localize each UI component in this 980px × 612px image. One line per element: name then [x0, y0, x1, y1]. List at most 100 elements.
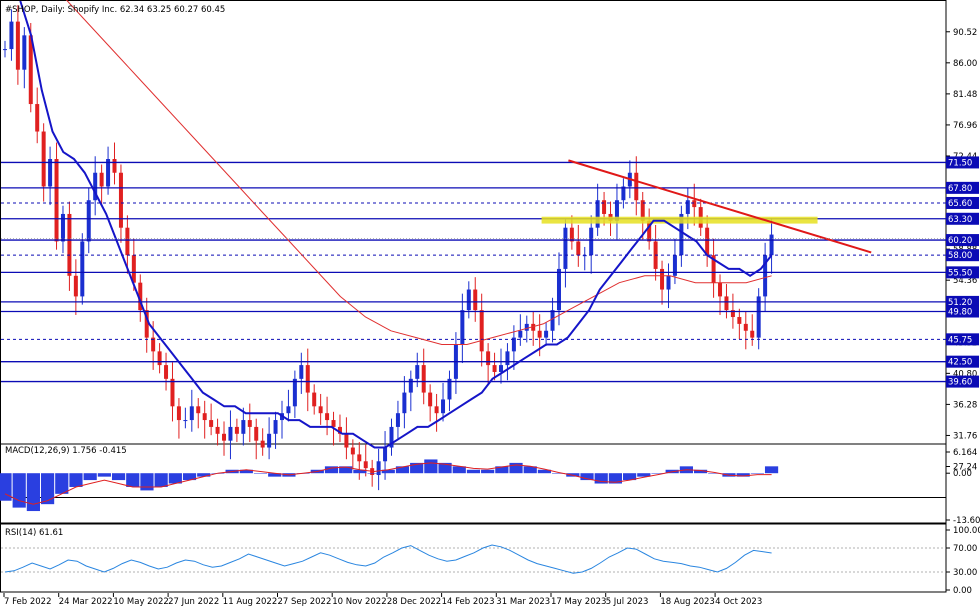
trendline — [568, 159, 872, 254]
candle-body — [241, 420, 246, 434]
rsi-axis-label: 100.00 — [953, 526, 980, 536]
macd-histogram-bar — [353, 469, 367, 474]
macd-histogram-bar — [623, 473, 637, 481]
candle-body — [151, 337, 156, 352]
candle-body — [273, 420, 278, 434]
candle-body — [305, 365, 310, 393]
macd-histogram-bar — [154, 473, 168, 487]
candle-body — [54, 159, 59, 242]
level-badge — [946, 196, 979, 209]
candle-body — [247, 420, 252, 427]
level-badge-label: 55.50 — [948, 268, 972, 278]
candle-body — [73, 275, 78, 297]
candle-body — [711, 255, 716, 283]
macd-histogram-bar — [452, 466, 466, 474]
candle-body — [660, 268, 665, 290]
candle-body — [144, 310, 149, 338]
macd-histogram-bar — [651, 473, 665, 474]
level-badge-label: 39.60 — [948, 378, 972, 388]
date-axis-label: 27 Sep 2022 — [278, 597, 332, 607]
candle-body — [189, 406, 194, 421]
candle-body — [685, 200, 690, 214]
macd-histogram-bar — [580, 473, 594, 481]
price-axis-label: 76.96 — [953, 121, 977, 131]
candle-body — [331, 420, 336, 427]
macd-histogram-bar — [438, 462, 452, 474]
candle-body — [589, 227, 594, 256]
macd-histogram-bar — [481, 469, 495, 474]
candle-body — [679, 213, 684, 256]
candle-body — [106, 159, 111, 187]
candle-body — [350, 447, 355, 455]
date-axis-label: 10 May 2022 — [113, 597, 168, 607]
date-axis-label: 5 Jul 2023 — [606, 597, 649, 607]
candle-body — [337, 426, 342, 434]
candle-body — [576, 241, 581, 256]
candle-body — [170, 378, 175, 407]
rsi-label: RSI(14) 61.61 — [5, 528, 63, 538]
candle-body — [718, 282, 723, 297]
date-axis-label: 10 Nov 2022 — [332, 597, 386, 607]
macd-histogram-bar — [239, 469, 253, 474]
macd-histogram-bar — [764, 466, 779, 474]
candle-body — [3, 49, 7, 51]
macd-axis-label: 0.00 — [953, 469, 972, 479]
date-axis-label: 14 Feb 2023 — [442, 597, 495, 607]
macd-histogram-bar — [736, 473, 750, 477]
macd-histogram-bar — [523, 466, 537, 474]
candle-body — [28, 35, 33, 105]
macd-histogram-bar — [594, 473, 608, 484]
candle-body — [524, 323, 529, 331]
candle-body — [408, 378, 413, 393]
rsi-line — [4, 544, 772, 574]
level-badge — [946, 181, 979, 194]
price-axis-label: 86.00 — [953, 59, 977, 69]
macd-histogram-bar — [97, 473, 111, 477]
date-axis-label: 17 May 2023 — [551, 597, 606, 607]
price-axis-label: 27.24 — [953, 462, 977, 472]
date-axis-label: 31 Mar 2023 — [496, 597, 550, 607]
macd-histogram-bar — [537, 469, 552, 474]
price-axis-label: 90.52 — [953, 28, 977, 38]
candle-body — [383, 447, 388, 462]
macd-histogram-bar — [324, 466, 339, 474]
candle-body — [286, 406, 291, 414]
macd-histogram-bar — [168, 473, 182, 484]
date-axis-label: 7 Feb 2022 — [4, 597, 52, 607]
candle-body — [473, 289, 478, 311]
candle-body — [395, 413, 400, 427]
candle-body — [621, 186, 626, 201]
macd-axis-label: 6.164 — [953, 448, 977, 458]
candle-body — [614, 200, 619, 221]
macd-histogram-bar — [750, 473, 764, 474]
candle-body — [415, 365, 420, 379]
candle-body — [157, 351, 162, 366]
candle-body — [267, 433, 272, 448]
candle-body — [86, 200, 91, 242]
macd-histogram-bar — [26, 473, 40, 512]
rsi-axis-label: 0.00 — [953, 586, 972, 596]
candle-body — [9, 21, 14, 50]
level-badge — [946, 234, 979, 247]
candle-body — [569, 227, 574, 242]
candle-body — [35, 104, 40, 132]
rsi-pane-frame — [0, 522, 947, 593]
candle-body — [447, 378, 452, 400]
macd-histogram-bar — [40, 473, 55, 505]
candle-body — [209, 420, 214, 427]
rsi-axis-label: 70.00 — [953, 544, 977, 554]
level-badge — [946, 249, 979, 262]
candle-body — [743, 323, 748, 331]
candle-body — [518, 330, 523, 338]
level-badge — [946, 305, 979, 318]
candle-body — [292, 378, 297, 407]
price-axis-label: 31.76 — [953, 431, 977, 441]
candle-body — [299, 365, 304, 379]
macd-histogram-bar — [410, 462, 424, 474]
level-badge-label: 49.80 — [948, 308, 972, 318]
candle-body — [466, 289, 471, 311]
resistance-zone — [541, 216, 818, 224]
level-badge-label: 51.20 — [948, 298, 972, 308]
macd-signal-line — [4, 462, 772, 505]
